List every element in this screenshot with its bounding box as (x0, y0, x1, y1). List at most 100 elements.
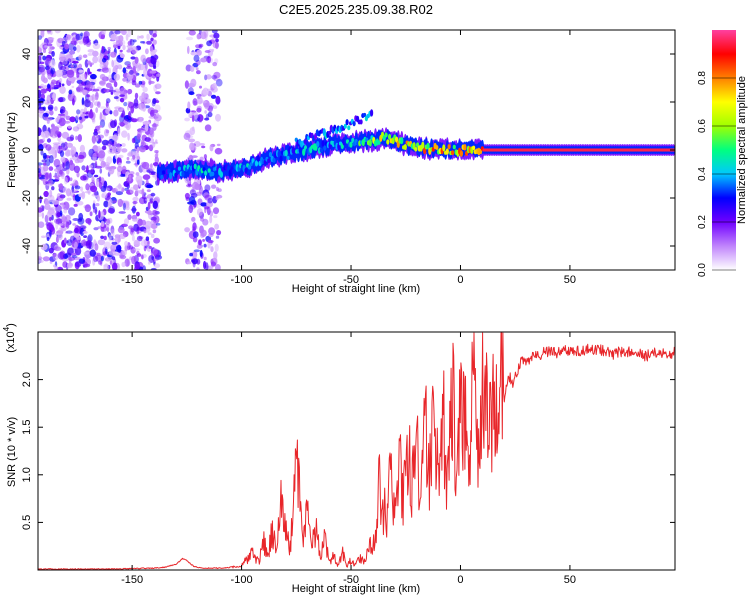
spectrogram-noise-speckle (46, 138, 52, 143)
spectrogram-ridge-blob (174, 172, 178, 178)
spectrogram-noise-speckle (92, 258, 96, 266)
spectrogram-ridge-blob (254, 160, 259, 167)
x-tick-label: -50 (343, 574, 359, 586)
spectrogram-noise-speckle (75, 135, 78, 141)
spectrogram-noise-speckle (70, 64, 75, 68)
spectrogram-noise-speckle (42, 165, 49, 172)
spectrogram-ridge-blob (368, 138, 372, 147)
spectrogram-noise-speckle (127, 214, 132, 221)
spectrogram-noise-speckle (40, 93, 46, 100)
spectrogram-noise-speckle (44, 214, 49, 223)
spectrogram-noise-speckle (152, 229, 157, 234)
spectrogram-noise-speckle (100, 220, 105, 228)
spectrogram-branch-blob (343, 123, 347, 129)
spectrogram-noise-speckle (49, 109, 54, 116)
spectrogram-noise-speckle (152, 109, 159, 114)
x-tick-label: -150 (121, 274, 143, 286)
spectrogram-noise-speckle (114, 30, 121, 35)
spectrogram-noise-speckle (42, 77, 48, 84)
spectrogram-noise-speckle (49, 172, 52, 181)
spectrogram-ridge-blob (177, 166, 181, 171)
spectrogram-noise-speckle (149, 70, 157, 74)
spectrogram-noise-speckle (136, 253, 142, 257)
spectrogram-noise-speckle (155, 60, 160, 68)
spectrogram-branch-blob (328, 130, 332, 135)
spectrogram-noise-speckle (125, 160, 131, 164)
spectrogram-noise-speckle (190, 78, 197, 88)
spectrogram-noise-speckle (135, 71, 138, 77)
spectrogram-noise-speckle (200, 202, 208, 207)
spectrogram-noise-speckle (148, 255, 155, 263)
spectrogram-noise-speckle (133, 239, 140, 248)
spectrogram-noise-speckle (38, 109, 45, 114)
spectrogram-noise-speckle (65, 115, 71, 121)
spectrogram-noise-speckle (150, 192, 156, 197)
spectrogram-noise-speckle (101, 67, 110, 73)
colorbar-tick-label: 0.4 (697, 167, 708, 181)
spectrogram-noise-speckle (76, 44, 81, 53)
spectrogram-noise-speckle (72, 60, 79, 64)
spectrogram-noise-speckle (119, 173, 127, 177)
spectrogram-noise-speckle (214, 147, 223, 155)
spectrogram-noise-speckle (130, 228, 135, 233)
spectrogram-noise-speckle (97, 239, 106, 246)
spectrogram-noise-speckle (141, 219, 147, 226)
spectrogram-noise-speckle (77, 217, 85, 225)
spectrogram-noise-speckle (131, 46, 138, 55)
spectrogram-noise-speckle (107, 192, 111, 197)
colorbar-tick-label: 0.6 (697, 119, 708, 133)
spectrogram-noise-speckle (137, 129, 142, 138)
spectrogram-noise-speckle (193, 54, 200, 63)
spectrogram-noise-speckle (155, 73, 161, 78)
spectrogram-ridge-blob (321, 140, 325, 147)
spectrogram-noise-speckle (191, 114, 195, 123)
spectrogram-noise-speckle (200, 57, 208, 63)
spectrogram-noise-speckle (66, 197, 72, 201)
spectrogram-ridge-blob (298, 146, 302, 154)
spectrogram-noise-speckle (148, 80, 155, 84)
spectrogram-noise-speckle (147, 240, 150, 246)
spectrogram-ridge-blob (472, 145, 476, 150)
spectrogram-noise-speckle (153, 263, 161, 269)
spectrogram-noise-speckle (92, 50, 99, 57)
spectrogram-noise-speckle (81, 165, 86, 171)
spectrogram-noise-speckle (119, 49, 123, 53)
spectrogram-noise-speckle (40, 150, 44, 156)
spectrogram-noise-speckle (101, 58, 107, 63)
spectrogram-noise-speckle (125, 121, 131, 131)
spectrogram-noise-speckle (43, 99, 50, 105)
spectrogram-noise-speckle (144, 99, 152, 103)
spectrogram-noise-speckle (149, 167, 155, 172)
spectrogram-noise-speckle (99, 73, 106, 80)
spectrogram-noise-speckle (51, 214, 54, 221)
spectrogram-noise-speckle (91, 176, 95, 183)
spectrogram-noise-speckle (57, 37, 64, 44)
spectrogram-noise-speckle (189, 252, 194, 257)
spectrogram-noise-speckle (69, 50, 76, 55)
spectrogram-noise-speckle (146, 184, 154, 189)
spectrogram-noise-speckle (139, 95, 143, 101)
spectrogram-noise-speckle (131, 137, 136, 144)
spectrogram-noise-speckle (38, 221, 45, 228)
spectrogram-noise-speckle (38, 89, 42, 99)
spectrogram-noise-speckle (53, 158, 61, 168)
spectrogram-noise-speckle (144, 220, 152, 230)
spectrogram-noise-speckle (72, 126, 80, 132)
spectrogram-noise-speckle (199, 156, 204, 161)
spectrogram-noise-speckle (52, 142, 61, 145)
spectrogram-noise-speckle (76, 200, 84, 206)
spectrogram-noise-speckle (150, 223, 158, 229)
spectrogram-noise-speckle (83, 87, 87, 90)
spectrogram-noise-speckle (60, 114, 66, 120)
spectrogram-noise-speckle (196, 107, 202, 113)
spectrogram-noise-speckle (105, 82, 112, 89)
spectrogram-noise-speckle (52, 252, 59, 261)
spectrogram-noise-speckle (198, 43, 204, 48)
spectrogram-noise-speckle (74, 241, 78, 250)
spectrogram-ridge-blob (447, 144, 451, 150)
spectrogram-noise-speckle (140, 103, 145, 112)
spectrogram-noise-speckle (188, 91, 195, 96)
spectrogram-branch-blob (359, 119, 363, 125)
spectrogram-noise-speckle (59, 194, 66, 199)
